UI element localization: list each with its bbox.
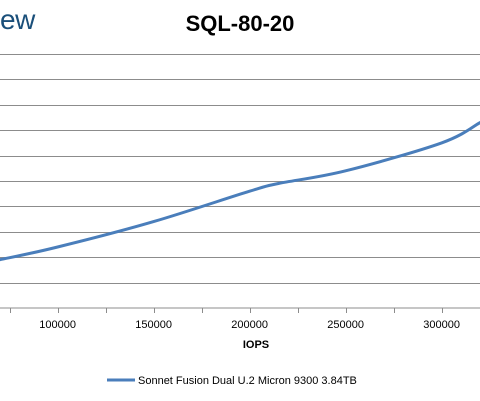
x-tick-label: 250000	[327, 319, 364, 331]
brand-logo-fragment: ew	[0, 4, 35, 35]
chart-title: SQL-80-20	[185, 11, 295, 36]
x-tick-label: 100000	[39, 319, 76, 331]
x-tick-label: 200000	[231, 319, 268, 331]
x-tick-labels: 100000 150000 200000 250000 300000	[39, 319, 460, 331]
legend-label: Sonnet Fusion Dual U.2 Micron 9300 3.84T…	[138, 375, 357, 387]
x-ticks	[10, 308, 443, 313]
series-line-sonnet-fusion	[0, 121, 480, 262]
x-tick-label: 150000	[135, 319, 172, 331]
x-axis-label: IOPS	[243, 339, 269, 351]
gridlines	[0, 54, 480, 284]
x-tick-label: 300000	[423, 319, 460, 331]
